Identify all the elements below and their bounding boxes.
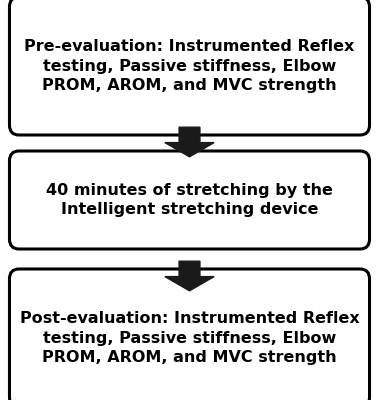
Text: 40 minutes of stretching by the
Intelligent stretching device: 40 minutes of stretching by the Intellig… bbox=[46, 182, 333, 218]
Polygon shape bbox=[165, 127, 214, 157]
FancyBboxPatch shape bbox=[9, 0, 370, 135]
Polygon shape bbox=[165, 261, 214, 291]
FancyBboxPatch shape bbox=[9, 151, 370, 249]
FancyBboxPatch shape bbox=[9, 269, 370, 400]
Text: Post-evaluation: Instrumented Reflex
testing, Passive stiffness, Elbow
PROM, ARO: Post-evaluation: Instrumented Reflex tes… bbox=[20, 311, 359, 365]
Text: Pre-evaluation: Instrumented Reflex
testing, Passive stiffness, Elbow
PROM, AROM: Pre-evaluation: Instrumented Reflex test… bbox=[24, 39, 355, 93]
